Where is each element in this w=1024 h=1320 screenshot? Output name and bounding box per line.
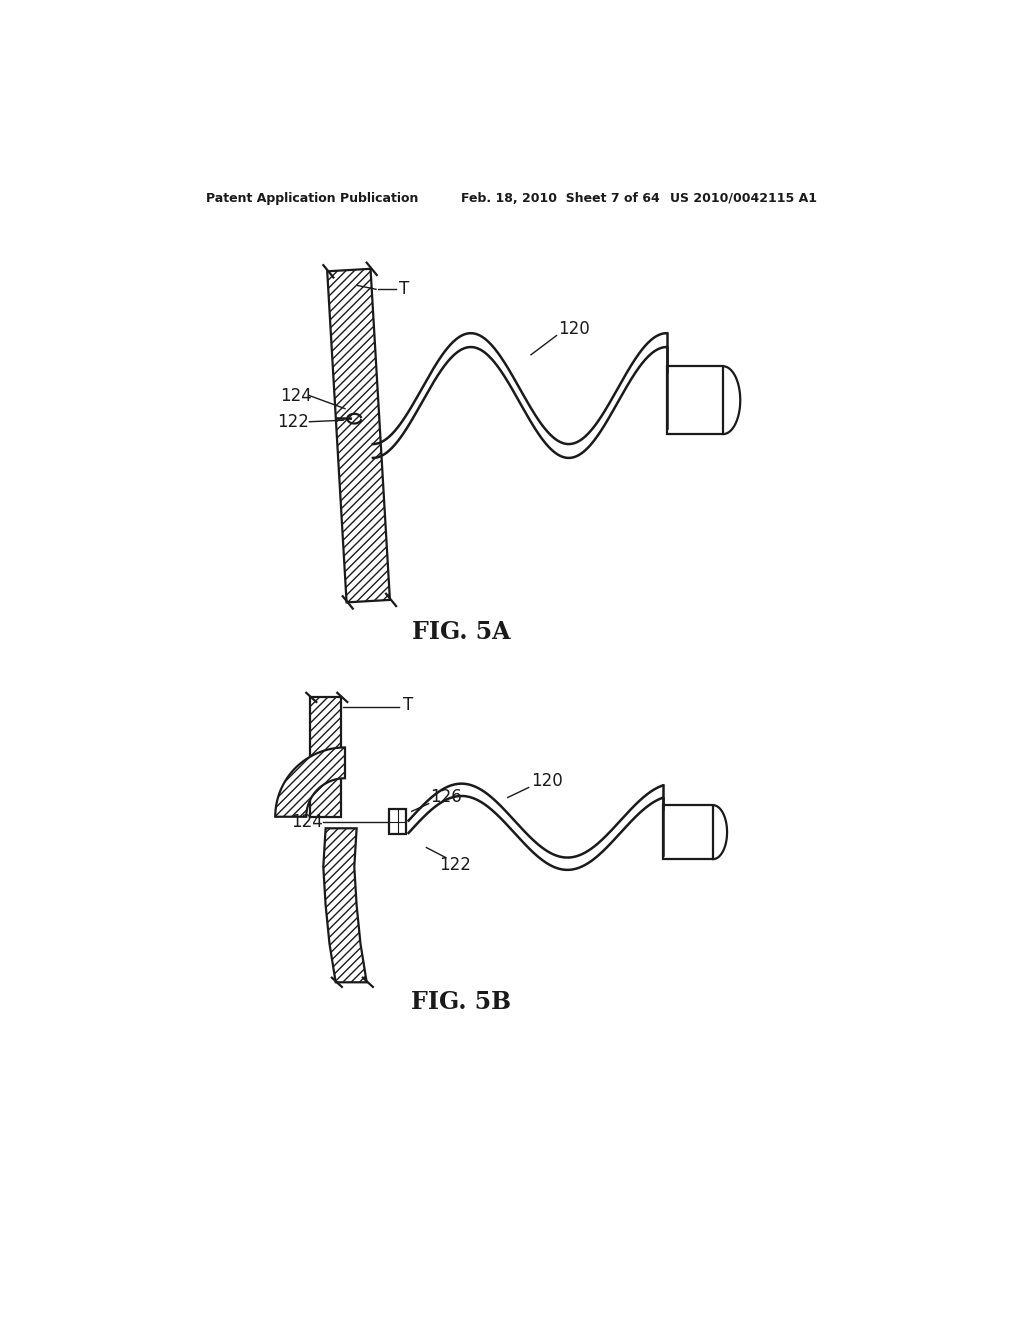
- Text: Feb. 18, 2010  Sheet 7 of 64: Feb. 18, 2010 Sheet 7 of 64: [461, 191, 660, 205]
- Text: T: T: [399, 280, 410, 298]
- Text: 124: 124: [291, 813, 323, 832]
- Text: Patent Application Publication: Patent Application Publication: [206, 191, 418, 205]
- Text: FIG. 5B: FIG. 5B: [412, 990, 511, 1014]
- Polygon shape: [275, 747, 345, 817]
- Polygon shape: [324, 829, 367, 982]
- Text: T: T: [403, 696, 414, 714]
- Text: 122: 122: [439, 857, 471, 874]
- Text: 120: 120: [531, 772, 563, 789]
- Text: 120: 120: [558, 321, 590, 338]
- Polygon shape: [310, 697, 341, 817]
- Text: FIG. 5A: FIG. 5A: [412, 620, 511, 644]
- Text: 126: 126: [430, 788, 462, 807]
- Bar: [663, 805, 713, 859]
- Text: US 2010/0042115 A1: US 2010/0042115 A1: [671, 191, 817, 205]
- Bar: [389, 809, 407, 834]
- Bar: [667, 367, 723, 434]
- Polygon shape: [328, 269, 390, 602]
- Text: 124: 124: [280, 387, 311, 404]
- Text: 122: 122: [278, 413, 309, 430]
